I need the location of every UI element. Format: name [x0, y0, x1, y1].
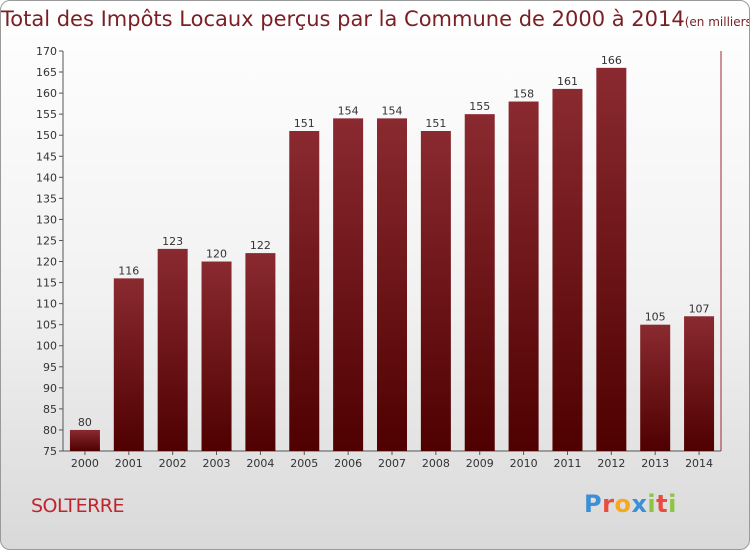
bar-value-label: 123 — [162, 235, 183, 248]
logo-letter: o — [614, 490, 632, 518]
y-tick-label: 95 — [43, 361, 57, 374]
x-tick-label: 2000 — [71, 457, 99, 470]
bar-value-label: 161 — [557, 75, 578, 88]
x-tick-label: 2012 — [597, 457, 625, 470]
logo-letter: r — [602, 490, 615, 518]
y-tick-label: 170 — [36, 45, 57, 58]
y-tick-label: 130 — [36, 213, 57, 226]
y-tick-label: 75 — [43, 445, 57, 458]
bar — [289, 131, 320, 451]
logo-letter: i — [647, 490, 657, 518]
y-tick-label: 80 — [43, 424, 57, 437]
bar-value-label: 116 — [118, 264, 139, 277]
x-tick-label: 2002 — [159, 457, 187, 470]
x-tick-label: 2007 — [378, 457, 406, 470]
bar — [333, 118, 364, 452]
bar — [201, 261, 232, 451]
bar-value-label: 151 — [294, 117, 315, 130]
bar — [464, 114, 495, 451]
x-tick-label: 2010 — [510, 457, 538, 470]
bar-value-label: 151 — [425, 117, 446, 130]
bar-value-label: 154 — [338, 104, 359, 117]
bar — [420, 131, 451, 451]
x-tick-label: 2011 — [553, 457, 581, 470]
x-tick-label: 2001 — [115, 457, 143, 470]
y-tick-label: 135 — [36, 192, 57, 205]
y-tick-label: 155 — [36, 108, 57, 121]
chart-title: Total des Impôts Locaux perçus par la Co… — [1, 7, 685, 31]
x-tick-label: 2004 — [246, 457, 274, 470]
x-tick-label: 2003 — [203, 457, 231, 470]
bar — [508, 101, 539, 452]
proxiti-logo: Proxiti — [584, 490, 677, 518]
bar — [596, 67, 627, 451]
bar — [245, 253, 276, 451]
y-tick-label: 140 — [36, 171, 57, 184]
y-tick-label: 110 — [36, 298, 57, 311]
bar-value-label: 120 — [206, 248, 227, 261]
commune-name: SOLTERRE — [31, 495, 125, 517]
bar-value-label: 122 — [250, 239, 271, 252]
y-tick-label: 120 — [36, 256, 57, 269]
bar — [113, 278, 144, 451]
x-tick-label: 2009 — [466, 457, 494, 470]
bar-value-label: 154 — [382, 104, 403, 117]
bar — [640, 324, 671, 451]
chart-title-line: Total des Impôts Locaux perçus par la Co… — [1, 7, 750, 31]
bar — [377, 118, 407, 452]
logo-letter: x — [631, 490, 648, 518]
x-tick-label: 2006 — [334, 457, 362, 470]
bar-value-label: 80 — [78, 416, 92, 429]
x-tick-label: 2013 — [641, 457, 669, 470]
y-tick-label: 150 — [36, 129, 57, 142]
y-tick-label: 105 — [36, 319, 57, 332]
bar-value-label: 155 — [469, 100, 490, 113]
y-tick-label: 90 — [43, 382, 57, 395]
logo-letter: P — [584, 490, 603, 518]
y-tick-label: 115 — [36, 277, 57, 290]
bar-value-label: 166 — [601, 54, 622, 67]
x-tick-label: 2014 — [685, 457, 713, 470]
x-tick-label: 2008 — [422, 457, 450, 470]
bar-value-label: 158 — [513, 88, 534, 101]
y-tick-label: 85 — [43, 403, 57, 416]
y-tick-label: 165 — [36, 66, 57, 79]
bar — [157, 248, 188, 451]
y-tick-label: 160 — [36, 87, 57, 100]
y-tick-label: 125 — [36, 234, 57, 247]
logo-letter: i — [668, 490, 677, 518]
bar-value-label: 107 — [689, 302, 710, 315]
x-tick-label: 2005 — [290, 457, 318, 470]
y-tick-label: 100 — [36, 340, 57, 353]
bar — [552, 88, 583, 451]
logo-letter: t — [656, 490, 669, 518]
bar — [684, 316, 715, 451]
chart-unit-note: (en milliers d'€) — [684, 15, 750, 29]
y-tick-label: 145 — [36, 150, 57, 163]
bar — [69, 429, 100, 451]
bar-value-label: 105 — [645, 311, 666, 324]
